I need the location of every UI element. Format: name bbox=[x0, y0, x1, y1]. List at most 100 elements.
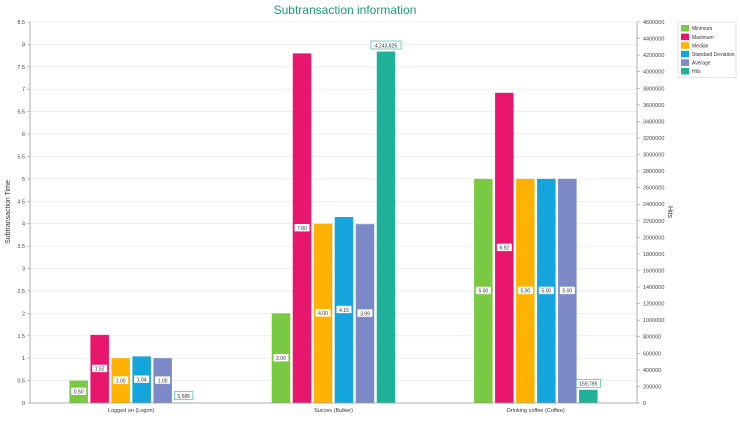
y-tick-label: 1.5 bbox=[17, 334, 25, 340]
y2-tick-label: 1000000 bbox=[643, 318, 664, 324]
data-label: 2.00 bbox=[276, 356, 286, 362]
y-tick-label: 4.5 bbox=[17, 199, 25, 205]
y2-tick-label: 3600000 bbox=[643, 103, 664, 109]
data-label: 5.00 bbox=[478, 289, 488, 295]
y2-tick-label: 4400000 bbox=[643, 37, 664, 43]
data-label-box bbox=[575, 378, 601, 388]
y-tick-label: 4 bbox=[22, 222, 25, 228]
y2-tick-label: 600000 bbox=[643, 351, 661, 357]
y-tick-label: 7.5 bbox=[17, 65, 25, 71]
legend-label: Hits bbox=[692, 69, 701, 75]
data-label-box bbox=[70, 386, 87, 396]
y2-tick-label: 4000000 bbox=[643, 70, 664, 76]
y-tick-label: 7 bbox=[22, 87, 25, 93]
y2-tick-label: 2400000 bbox=[643, 202, 664, 208]
legend-label: Minimum bbox=[692, 26, 712, 32]
y2-axis-title: Hits bbox=[666, 206, 673, 219]
data-label-box bbox=[370, 40, 402, 50]
data-label: 0.50 bbox=[74, 390, 84, 396]
y-tick-label: 2 bbox=[22, 311, 25, 317]
x-tick-label: Logged on (Logon) bbox=[108, 408, 155, 414]
y2-tick-label: 1800000 bbox=[643, 252, 664, 258]
y-tick-label: 3.5 bbox=[17, 244, 25, 250]
legend-swatch bbox=[681, 59, 689, 66]
data-label: 5,585 bbox=[177, 394, 190, 400]
legend-label: Median bbox=[692, 43, 709, 49]
y2-tick-label: 200000 bbox=[643, 384, 661, 390]
grid bbox=[30, 21, 637, 404]
data-label: 7.80 bbox=[297, 226, 307, 232]
legend-label: Maximum bbox=[692, 35, 714, 41]
data-label: 6.92 bbox=[499, 246, 509, 252]
bar-hits bbox=[376, 51, 396, 403]
chart-title: Subtransaction information bbox=[274, 3, 417, 17]
y2-tick-label: 1600000 bbox=[643, 268, 664, 274]
data-label-box bbox=[154, 375, 171, 385]
data-label-box bbox=[112, 375, 129, 385]
y-tick-label: 2.5 bbox=[17, 289, 25, 295]
y-tick-label: 0 bbox=[22, 401, 25, 407]
y-tick-label: 8 bbox=[22, 42, 25, 48]
y2-tick-label: 3000000 bbox=[643, 153, 664, 159]
data-label: 3.99 bbox=[360, 311, 370, 317]
y-tick-label: 5.5 bbox=[17, 154, 25, 160]
x-tick-label: Succes (Bulker) bbox=[314, 408, 353, 414]
y-tick-label: 3 bbox=[22, 267, 25, 273]
legend-label: Average bbox=[692, 61, 711, 67]
data-label: 1.04 bbox=[137, 377, 147, 383]
data-label: 5.00 bbox=[520, 289, 530, 295]
data-label: 4,243,625 bbox=[375, 43, 397, 49]
data-label-box bbox=[496, 243, 513, 252]
legend-swatch bbox=[681, 33, 689, 41]
data-label: 159,795 bbox=[579, 382, 597, 388]
y2-tick-label: 3200000 bbox=[643, 136, 664, 142]
y-tick-label: 6 bbox=[22, 132, 25, 138]
data-label-box bbox=[293, 223, 311, 232]
y2-tick-label: 1400000 bbox=[643, 285, 664, 291]
data-label: 1.00 bbox=[158, 378, 168, 384]
axes: 00.511.522.533.544.555.566.577.588.50200… bbox=[17, 20, 664, 414]
data-label-box bbox=[174, 391, 194, 400]
y2-tick-label: 4600000 bbox=[643, 20, 664, 26]
data-label: 4.15 bbox=[339, 308, 349, 314]
y-tick-label: 0.5 bbox=[17, 379, 25, 385]
bar-hits bbox=[579, 389, 598, 403]
y2-tick-label: 800000 bbox=[643, 335, 661, 341]
y2-tick-label: 3400000 bbox=[643, 119, 664, 125]
legend-swatch bbox=[681, 50, 689, 58]
data-label-box bbox=[517, 286, 534, 295]
legend-label: Standard Deviation bbox=[692, 52, 735, 58]
data-label-box bbox=[272, 353, 290, 362]
data-label: 1.52 bbox=[95, 367, 105, 373]
data-label: 1.00 bbox=[116, 378, 126, 384]
data-label-box bbox=[91, 364, 108, 373]
x-tick-label: Drinking coffee (Coffee) bbox=[507, 408, 565, 414]
legend-swatch bbox=[681, 42, 689, 49]
y-tick-label: 5 bbox=[22, 177, 25, 183]
data-label-box bbox=[475, 286, 492, 295]
data-labels: 0.50 1.52 1.00 1.04 1.00 5,585 2.00 7.80 4.00 4.1… bbox=[70, 40, 601, 400]
y2-tick-label: 400000 bbox=[643, 368, 661, 374]
y-axis-title: Subtransaction Time bbox=[5, 180, 12, 244]
data-label: 4.00 bbox=[318, 311, 328, 317]
data-label-box bbox=[538, 286, 555, 295]
y2-tick-label: 0 bbox=[643, 401, 646, 407]
y2-tick-label: 4200000 bbox=[643, 53, 664, 59]
y2-tick-label: 2200000 bbox=[643, 219, 664, 225]
data-label-box bbox=[335, 305, 353, 314]
data-label: 5.00 bbox=[541, 289, 551, 295]
data-label-box bbox=[559, 286, 576, 295]
y-tick-label: 6.5 bbox=[17, 110, 25, 116]
y2-tick-label: 3800000 bbox=[643, 86, 664, 92]
y-tick-label: 1 bbox=[22, 356, 25, 362]
y2-tick-label: 2800000 bbox=[643, 169, 664, 175]
data-label-box bbox=[356, 308, 374, 318]
data-label: 5.00 bbox=[562, 289, 572, 295]
legend: Minimum Maximum Median Standard Deviation Av… bbox=[677, 21, 737, 78]
legend-swatch bbox=[681, 68, 689, 75]
y-tick-label: 8.5 bbox=[17, 20, 25, 26]
y2-tick-label: 1200000 bbox=[643, 302, 664, 308]
data-label-box bbox=[314, 308, 332, 318]
